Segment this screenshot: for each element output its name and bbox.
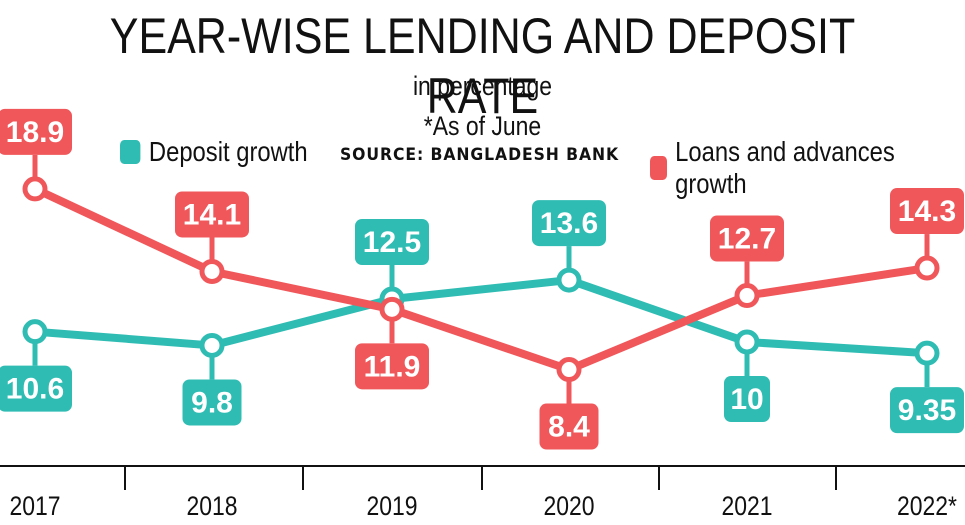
series-line-deposit: [31, 276, 931, 358]
x-tick-label: 2017: [9, 491, 60, 521]
data-label-box-loans: [175, 191, 249, 238]
legend-loans-label: Loans and advances growth: [675, 136, 895, 199]
data-label-box-deposit: [724, 376, 770, 422]
data-label-box-deposit: [182, 379, 242, 426]
data-point-deposit: [22, 319, 48, 345]
data-point-deposit: [556, 267, 582, 293]
chart-title: YEAR-WISE LENDING AND DEPOSIT RATE: [109, 8, 856, 124]
data-label-deposit: 10.6: [6, 373, 64, 406]
data-label-deposit: 10: [730, 383, 763, 416]
data-label-loans: 8.4: [548, 411, 590, 444]
x-tick-label: 2022*: [897, 491, 957, 521]
source-note: SOURCE: BANGLADESH BANK: [340, 145, 620, 165]
data-point-loans: [556, 357, 582, 383]
data-label-box-loans: [355, 343, 429, 390]
data-point-deposit: [914, 340, 940, 366]
data-label-loans: 14.3: [898, 195, 956, 228]
legend-deposit-label: Deposit growth: [148, 136, 308, 167]
data-point-loans: [199, 258, 225, 284]
data-label-box-deposit: [532, 200, 606, 247]
legend-deposit-swatch: [120, 140, 141, 164]
data-label-deposit: 9.35: [898, 394, 956, 427]
data-label-box-deposit: [890, 387, 964, 434]
data-label-loans: 12.7: [718, 223, 776, 256]
data-point-loans: [734, 283, 760, 309]
legend-loans-swatch: [650, 156, 667, 180]
data-label-deposit: 12.5: [363, 226, 421, 259]
series-line-loans: [31, 184, 931, 374]
x-tick-label: 2021: [721, 491, 772, 521]
x-tick-label: 2020: [543, 491, 594, 521]
legend-deposit: Deposit growth: [120, 136, 308, 168]
data-label-loans: 18.9: [6, 116, 64, 149]
legend-loans: Loans and advances growth: [650, 136, 918, 200]
data-point-loans: [22, 176, 48, 202]
data-point-deposit: [199, 332, 225, 358]
data-point-loans: [379, 296, 405, 322]
x-tick-label: 2018: [186, 491, 237, 521]
data-label-box-deposit: [355, 219, 429, 265]
data-label-box-loans: [710, 215, 784, 262]
data-label-box-loans: [890, 188, 964, 235]
x-tick-label: 2019: [366, 491, 417, 521]
data-point-deposit: [734, 329, 760, 355]
data-label-box-loans: [539, 403, 599, 450]
data-point-loans: [914, 255, 940, 281]
data-label-loans: 11.9: [364, 350, 421, 383]
data-label-deposit: 13.6: [540, 207, 598, 240]
data-label-deposit: 9.8: [191, 386, 233, 419]
data-label-loans: 14.1: [183, 198, 241, 231]
chart-note: *As of June: [423, 111, 542, 141]
chart-subtitle: in percentage: [412, 71, 553, 101]
data-label-box-loans: [0, 108, 72, 155]
data-label-box-deposit: [0, 365, 72, 412]
